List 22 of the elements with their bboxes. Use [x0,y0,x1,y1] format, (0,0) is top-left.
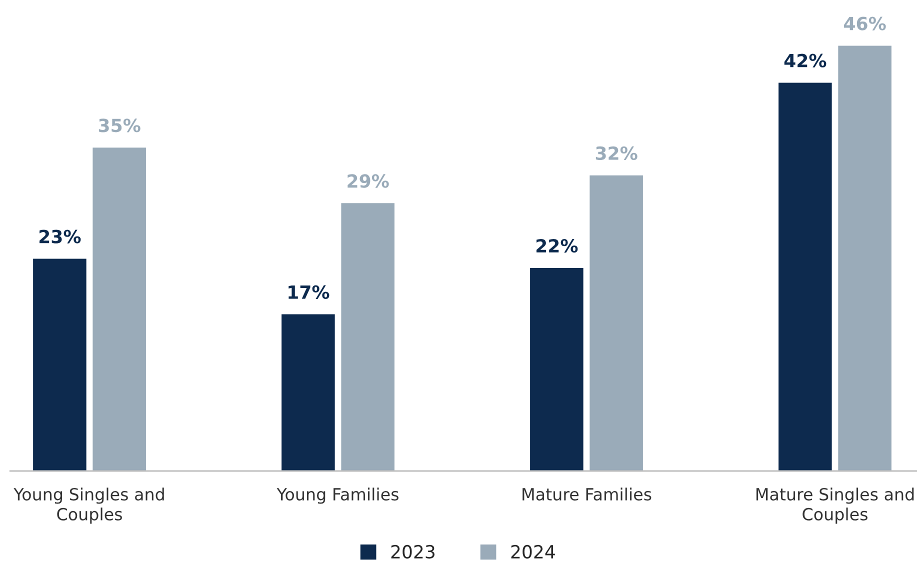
legend-label: 2023 [391,544,434,559]
bar [280,312,336,471]
bar [836,45,893,471]
data-label: 46% [844,16,886,30]
bar [777,81,834,471]
x-tick-label: Young Families [276,488,398,504]
bar [528,266,585,471]
data-label: 29% [348,174,389,188]
x-tick-label: Young Singles and Couples [14,488,164,524]
data-label: 42% [784,54,826,68]
x-tick-label: Mature Singles and Couples [756,488,914,524]
bar [588,174,644,471]
data-label: 22% [536,238,578,253]
data-label: 32% [596,146,638,160]
legend-label: 2024 [511,544,555,559]
data-label: 17% [288,285,330,299]
bar [32,257,88,471]
x-tick-label: Mature Families [522,488,652,501]
bar [91,146,148,471]
bar [340,202,396,471]
data-label: 23% [40,230,81,244]
data-label: 35% [98,118,140,132]
